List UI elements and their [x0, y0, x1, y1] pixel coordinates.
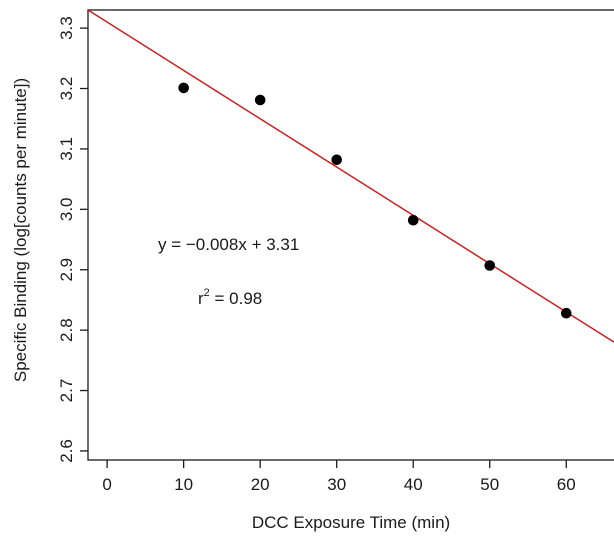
y-axis-label: Specific Binding (log[counts per minute]… — [11, 78, 30, 382]
x-axis-label: DCC Exposure Time (min) — [252, 513, 450, 532]
x-tick-label: 60 — [557, 475, 576, 494]
r-squared-annotation: r2 = 0.98 — [198, 287, 262, 308]
y-tick-label: 2.9 — [57, 258, 76, 282]
x-tick-label: 30 — [327, 475, 346, 494]
x-tick-label: 20 — [251, 475, 270, 494]
axes — [87, 9, 614, 461]
x-axis-ticks: 0 10 20 30 40 50 60 — [102, 460, 576, 494]
plot-frame — [87, 9, 614, 461]
y-tick-label: 2.7 — [57, 379, 76, 403]
data-point — [178, 82, 189, 94]
x-tick-label: 0 — [102, 475, 111, 494]
y-tick-label: 2.6 — [57, 439, 76, 463]
fit-line-group — [88, 10, 614, 344]
r-squared-value: = 0.98 — [210, 289, 262, 308]
data-point — [254, 94, 266, 106]
y-tick-label: 3.1 — [57, 137, 76, 161]
r-squared-prefix: r — [198, 289, 204, 308]
equation-annotation: y = −0.008x + 3.31 — [158, 235, 299, 254]
r-squared-superscript: 2 — [204, 287, 210, 299]
x-tick-label: 50 — [480, 475, 499, 494]
x-tick-label: 10 — [174, 475, 193, 494]
data-point — [331, 154, 342, 166]
regression-line — [88, 10, 614, 344]
y-tick-label: 2.8 — [57, 318, 76, 342]
data-point — [484, 260, 496, 271]
data-point — [560, 307, 572, 319]
y-tick-label: 3.0 — [57, 198, 76, 222]
y-tick-label: 3.2 — [57, 77, 76, 101]
data-point — [407, 214, 419, 226]
x-tick-label: 40 — [404, 475, 423, 494]
y-tick-label: 3.3 — [57, 16, 76, 40]
data-points — [178, 82, 572, 319]
y-axis-ticks: 2.6 2.7 2.8 2.9 3.0 3.1 3.2 3.3 — [57, 16, 88, 463]
